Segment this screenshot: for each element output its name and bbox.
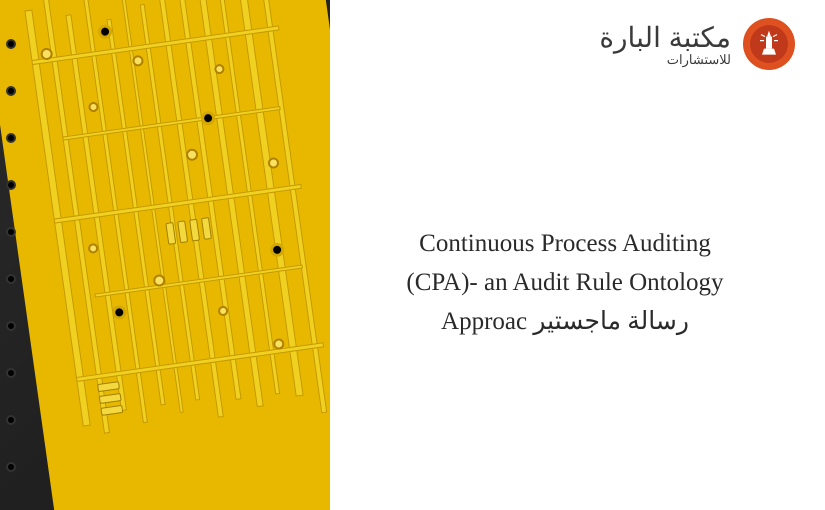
title-line-3: Approac رسالة ماجستير: [355, 303, 775, 342]
brand-text-block: مكتبة البارة للاستشارات: [599, 21, 731, 68]
brand-badge-icon: [743, 18, 795, 70]
title-line-2: (CPA)- an Audit Rule Ontology: [355, 264, 775, 303]
brand-subtitle: للاستشارات: [599, 52, 731, 68]
pcb-photo: [0, 0, 330, 510]
binding-holes: [6, 0, 20, 510]
title-line-1: Continuous Process Auditing: [355, 225, 775, 264]
pcb-board: [0, 0, 330, 510]
brand-name: مكتبة البارة: [599, 21, 731, 54]
document-title: Continuous Process Auditing (CPA)- an Au…: [355, 225, 775, 341]
brand-logo-area: مكتبة البارة للاستشارات: [599, 18, 795, 70]
lighthouse-icon: [757, 29, 781, 57]
